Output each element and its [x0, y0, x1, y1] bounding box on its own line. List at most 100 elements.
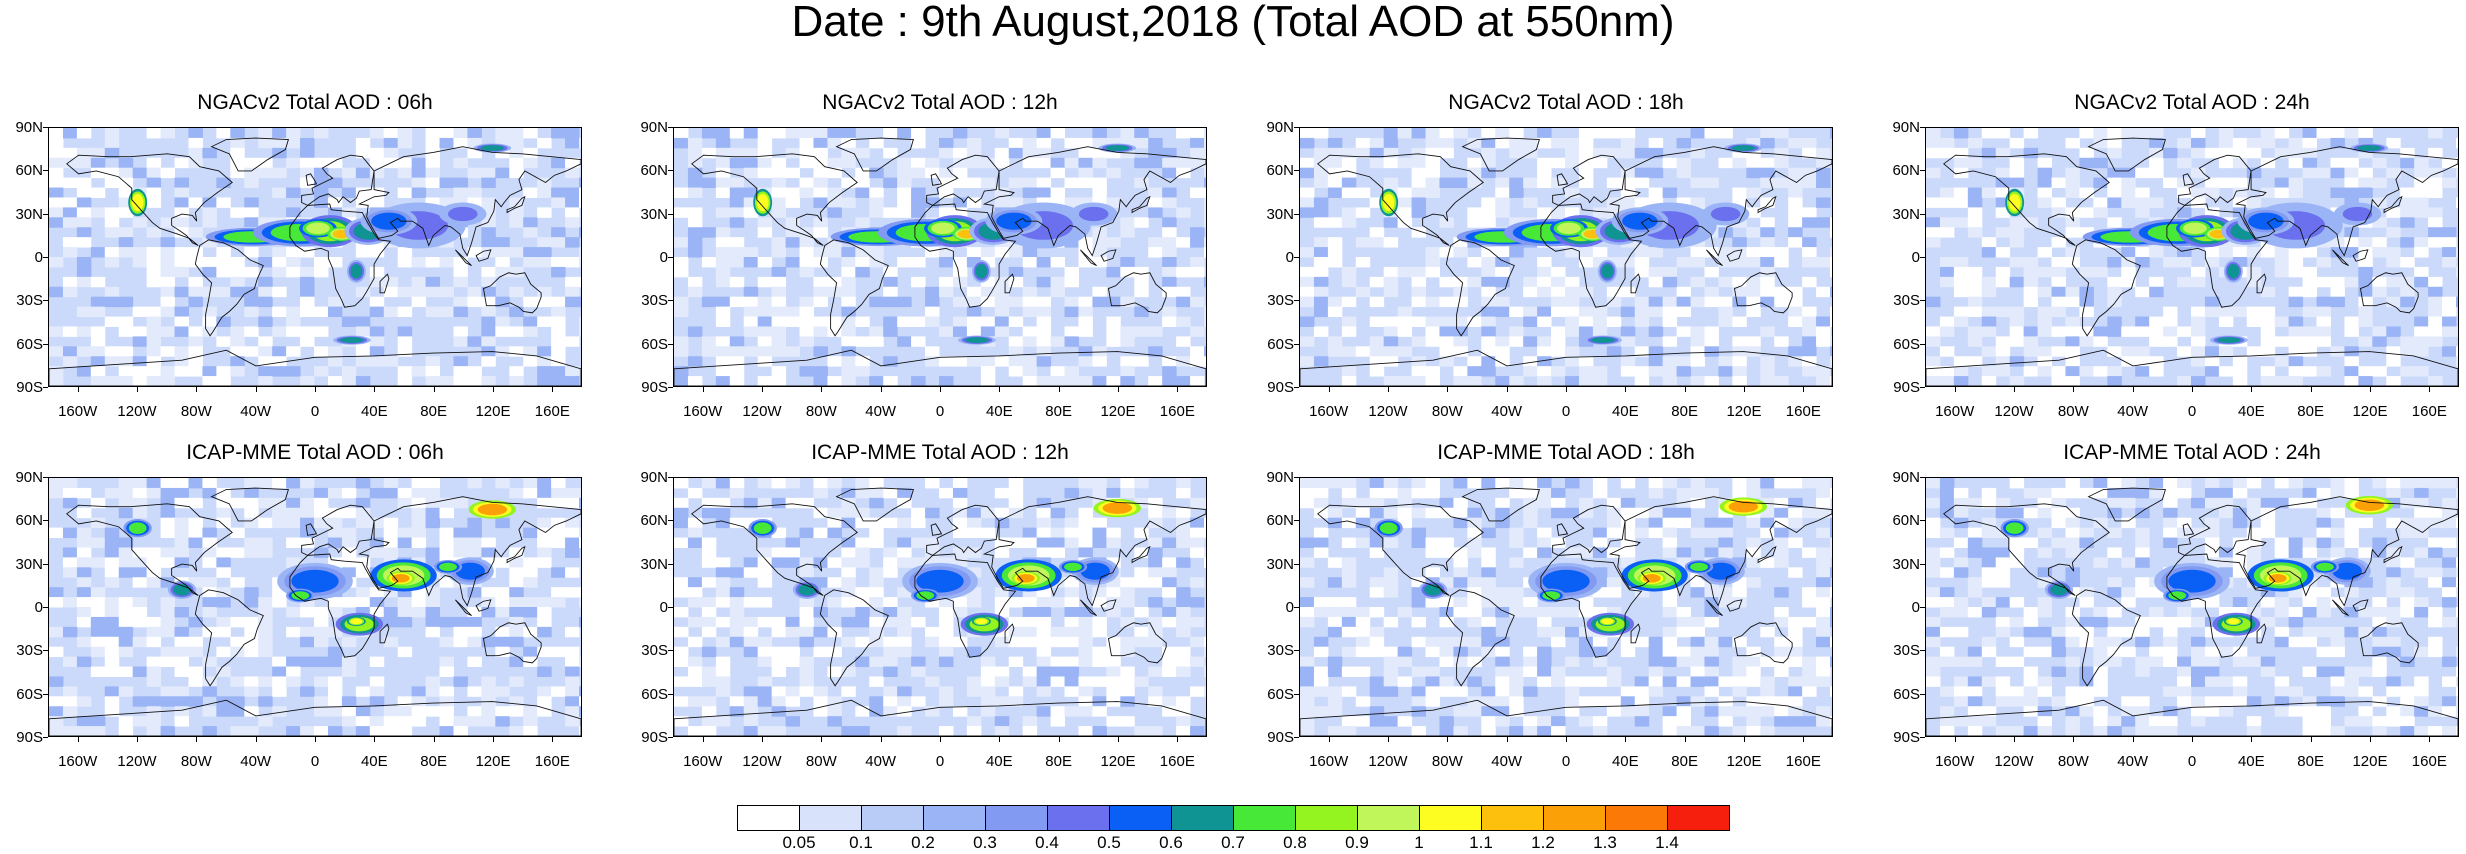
- aod-cell: [1313, 326, 1329, 337]
- aod-cell: [1802, 137, 1817, 149]
- aod-cell: [188, 356, 203, 367]
- aod-cell: [341, 636, 357, 648]
- lon-tick: [433, 737, 435, 742]
- aod-cell: [1760, 517, 1775, 529]
- aod-cell: [369, 276, 385, 288]
- aod-cell: [509, 577, 524, 588]
- aod-cell: [1578, 607, 1594, 618]
- aod-cell: [757, 646, 773, 658]
- aod-cell: [1383, 147, 1399, 159]
- aod-cell: [2079, 616, 2094, 628]
- aod-cell: [383, 306, 399, 318]
- aod-cell: [1704, 666, 1719, 677]
- aod-cell: [1313, 636, 1329, 648]
- aod-cell: [1732, 636, 1747, 648]
- aod-cell: [1092, 128, 1107, 139]
- aod-cell: [1967, 187, 1983, 198]
- aod-cell: [2260, 616, 2276, 628]
- aod-cell: [1036, 616, 1052, 628]
- aod-cell: [1967, 356, 1983, 367]
- aod-cell: [2428, 177, 2443, 189]
- aod-cell: [2232, 478, 2248, 489]
- aod-cell: [1939, 266, 1955, 278]
- aod-cell: [1939, 137, 1955, 149]
- aod-cell: [2191, 616, 2206, 628]
- aod-cell: [2079, 686, 2094, 697]
- aod-cell: [1939, 147, 1955, 159]
- aod-cell: [132, 366, 148, 377]
- aod-cell: [952, 517, 968, 529]
- lat-tick: [43, 127, 48, 128]
- aod-cell: [674, 366, 689, 377]
- aod-cell: [1718, 366, 1733, 377]
- aod-cell: [2400, 207, 2415, 218]
- aod-cell: [495, 478, 510, 489]
- aod-cell: [980, 527, 996, 539]
- aod-cell: [355, 497, 371, 509]
- aod-cell: [1578, 547, 1594, 558]
- aod-cell: [2163, 326, 2178, 337]
- aod-cell: [994, 696, 1010, 707]
- aod-cell: [62, 626, 78, 638]
- aod-cell: [104, 227, 120, 238]
- aod-cell: [827, 527, 842, 539]
- aod-cell: [1467, 656, 1482, 668]
- aod-cell: [729, 128, 745, 139]
- aod-cell: [771, 646, 787, 658]
- aod-cell: [1411, 147, 1427, 159]
- aod-cell: [1022, 616, 1038, 628]
- aod-cell: [687, 676, 703, 687]
- aod-cell: [994, 487, 1010, 499]
- aod-hotspot: [1728, 500, 1759, 513]
- aod-cell: [1926, 137, 1941, 149]
- aod-cell: [1565, 247, 1580, 258]
- aod-cell: [481, 547, 496, 558]
- aod-cell: [687, 237, 703, 248]
- aod-cell: [701, 227, 717, 238]
- aod-cell: [2204, 366, 2220, 377]
- aod-cell: [341, 567, 357, 578]
- aod-cell: [286, 346, 301, 357]
- aod-cell: [1120, 636, 1135, 648]
- aod-cell: [341, 716, 357, 727]
- lon-tick-label: 80W: [1431, 403, 1463, 420]
- aod-cell: [1327, 656, 1343, 668]
- aod-cell: [911, 167, 926, 179]
- aod-cell: [1774, 527, 1789, 539]
- aod-cell: [1939, 607, 1955, 618]
- aod-cell: [980, 286, 996, 298]
- aod-cell: [314, 547, 329, 558]
- aod-cell: [1495, 356, 1510, 367]
- aod-cell: [132, 597, 148, 608]
- lon-tick: [2310, 387, 2312, 392]
- aod-hotspot: [1382, 193, 1395, 212]
- aod-cell: [687, 696, 703, 707]
- aod-cell: [1509, 557, 1524, 568]
- aod-cell: [1760, 257, 1775, 268]
- aod-cell: [1690, 636, 1705, 648]
- aod-cell: [467, 686, 482, 697]
- aod-cell: [537, 187, 552, 198]
- aod-cell: [2414, 336, 2429, 347]
- aod-cell: [1939, 726, 1955, 736]
- aod-cell: [1369, 276, 1385, 288]
- aod-cell: [1760, 128, 1775, 139]
- aod-cell: [1369, 237, 1385, 248]
- lon-tick-label: 80W: [180, 753, 212, 770]
- aod-cell: [2051, 257, 2066, 268]
- aod-cell: [2456, 326, 2458, 337]
- aod-cell: [855, 147, 870, 159]
- aod-cell: [757, 686, 773, 697]
- aod-cell: [966, 306, 982, 318]
- aod-cell: [2344, 376, 2359, 386]
- aod-cell: [523, 128, 538, 139]
- aod-cell: [1078, 316, 1093, 327]
- aod-cell: [509, 346, 524, 357]
- aod-cell: [1341, 726, 1357, 736]
- aod-cell: [841, 636, 856, 648]
- aod-cell: [244, 507, 259, 519]
- aod-cell: [1981, 497, 1997, 509]
- aod-cell: [1078, 636, 1093, 648]
- aod-cell: [551, 237, 566, 248]
- aod-cell: [453, 187, 468, 198]
